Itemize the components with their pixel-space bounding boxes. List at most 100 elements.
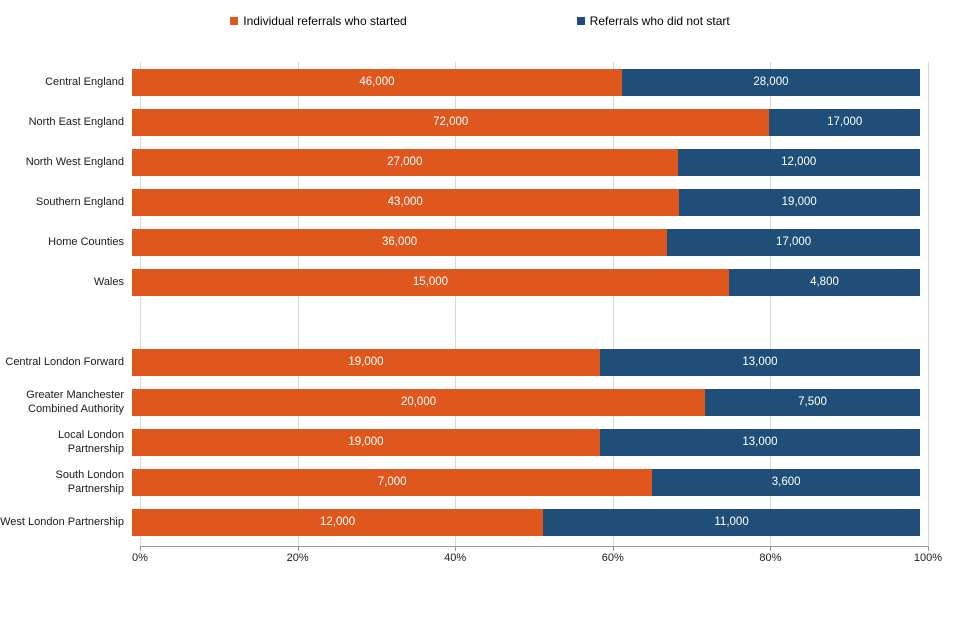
bar-value-label: 19,000 (781, 196, 817, 208)
gridline-layer (140, 62, 929, 546)
gridline (928, 62, 929, 546)
category-label: Central England (45, 75, 124, 88)
x-tick-label: 40% (444, 552, 467, 564)
bar-segment-started: 12,000 (132, 508, 544, 536)
category-label: West London Partnership (0, 515, 124, 528)
bar-track: 46,000 28,000 (132, 68, 920, 96)
x-tick-mark (140, 547, 141, 551)
x-tick-label: 60% (601, 552, 624, 564)
bar-value-label: 4,800 (810, 276, 839, 288)
x-tick-mark (770, 547, 772, 551)
gridline (455, 62, 457, 546)
gridline (770, 62, 772, 546)
gridline (297, 62, 299, 546)
chart-row: Greater Manchester Combined Authority 20,… (0, 382, 960, 422)
x-tick-label: 80% (759, 552, 782, 564)
bar-track: 12,000 11,000 (132, 508, 920, 536)
category-label: Greater Manchester Combined Authority (26, 388, 124, 415)
bar-segment-not-started: 28,000 (621, 68, 920, 96)
bar-segment-not-started: 4,800 (728, 268, 920, 296)
bar-value-label: 19,000 (348, 356, 384, 368)
bar-value-label: 20,000 (400, 396, 437, 408)
category-label: South London Partnership (55, 468, 124, 495)
bar-value-label: 7,000 (377, 476, 407, 488)
bar-value-label: 17,000 (776, 236, 812, 248)
bar-value-label: 3,600 (771, 476, 801, 488)
bar-value-label: 19,000 (348, 436, 384, 448)
category-label: North East England (28, 115, 124, 128)
chart-row: South London Partnership 7,000 3,600 (0, 462, 960, 502)
category-label: Central London Forward (5, 355, 124, 368)
bar-rows: Central England 46,000 28,000 North East En… (0, 62, 960, 542)
bar-track: 43,000 19,000 (132, 188, 920, 216)
x-axis-labels: 0% 20% 40% 60% 80% 100% (132, 552, 942, 568)
bar-segment-not-started: 17,000 (769, 108, 920, 136)
bar-value-label: 11,000 (714, 516, 749, 528)
bar-track: 27,000 12,000 (132, 148, 920, 176)
bar-value-label: 36,000 (382, 236, 418, 248)
category-label: Home Counties (48, 235, 124, 248)
bar-track: 19,000 13,000 (132, 428, 920, 456)
bar-segment-started: 7,000 (132, 468, 653, 496)
bar-value-label: 17,000 (827, 116, 863, 128)
bar-track: 15,000 4,800 (132, 268, 920, 296)
bar-segment-not-started: 3,600 (652, 468, 920, 496)
category-label: Southern England (35, 195, 124, 208)
gridline (140, 62, 141, 546)
bar-value-label: 12,000 (319, 516, 356, 528)
bar-value-label: 15,000 (412, 276, 449, 288)
legend-item-not-started: Referrals who did not start (576, 14, 730, 28)
bar-segment-started: 46,000 (132, 68, 622, 96)
chart-legend: Individual referrals who started Referra… (0, 14, 960, 28)
bar-track: 7,000 3,600 (132, 468, 920, 496)
x-tick-mark (928, 547, 929, 551)
bar-segment-not-started: 13,000 (599, 348, 920, 376)
bar-value-label: 28,000 (753, 76, 789, 88)
chart-row: North East England 72,000 17,000 (0, 102, 960, 142)
chart-row: Central London Forward 19,000 13,000 (0, 342, 960, 382)
bar-track: 19,000 13,000 (132, 348, 920, 376)
bar-segment-started: 20,000 (132, 388, 706, 416)
x-tick-mark (612, 547, 614, 551)
legend-label-not-started: Referrals who did not start (589, 14, 730, 28)
bar-segment-not-started: 11,000 (543, 508, 920, 536)
legend-item-started: Individual referrals who started (230, 14, 407, 28)
group-spacer (0, 302, 960, 342)
bar-value-label: 13,000 (742, 356, 778, 368)
bar-segment-not-started: 12,000 (677, 148, 920, 176)
chart-row: North West England 27,000 12,000 (0, 142, 960, 182)
legend-label-started: Individual referrals who started (243, 14, 407, 28)
chart-row: West London Partnership 12,000 11,000 (0, 502, 960, 542)
bar-track: 36,000 17,000 (132, 228, 920, 256)
bar-segment-started: 72,000 (132, 108, 770, 136)
x-tick-label: 100% (913, 552, 943, 564)
category-label: Local London Partnership (57, 428, 124, 455)
x-tick-mark (297, 547, 299, 551)
chart-row: Wales 15,000 4,800 (0, 262, 960, 302)
chart-row: Southern England 43,000 19,000 (0, 182, 960, 222)
bar-value-label: 27,000 (387, 156, 423, 168)
category-label: North West England (25, 155, 124, 168)
bar-track: 20,000 7,500 (132, 388, 920, 416)
gridline (612, 62, 614, 546)
bar-segment-started: 43,000 (132, 188, 679, 216)
bar-segment-started: 27,000 (132, 148, 678, 176)
x-tick-label: 20% (286, 552, 309, 564)
bar-value-label: 46,000 (359, 76, 395, 88)
bar-segment-not-started: 7,500 (705, 388, 920, 416)
chart-row: Central England 46,000 28,000 (0, 62, 960, 102)
bar-segment-not-started: 13,000 (599, 428, 920, 456)
legend-swatch-started (230, 17, 239, 25)
chart-row: Home Counties 36,000 17,000 (0, 222, 960, 262)
bar-segment-started: 19,000 (132, 348, 600, 376)
chart-row: Local London Partnership 19,000 13,000 (0, 422, 960, 462)
legend-swatch-not-started (576, 17, 585, 25)
bar-value-label: 12,000 (781, 156, 817, 168)
plot-area: Central England 46,000 28,000 North East En… (0, 62, 960, 564)
bar-segment-not-started: 19,000 (678, 188, 920, 216)
bar-value-label: 72,000 (433, 116, 469, 128)
category-label: Wales (93, 275, 124, 288)
bar-segment-started: 19,000 (132, 428, 600, 456)
bar-value-label: 43,000 (387, 196, 423, 208)
